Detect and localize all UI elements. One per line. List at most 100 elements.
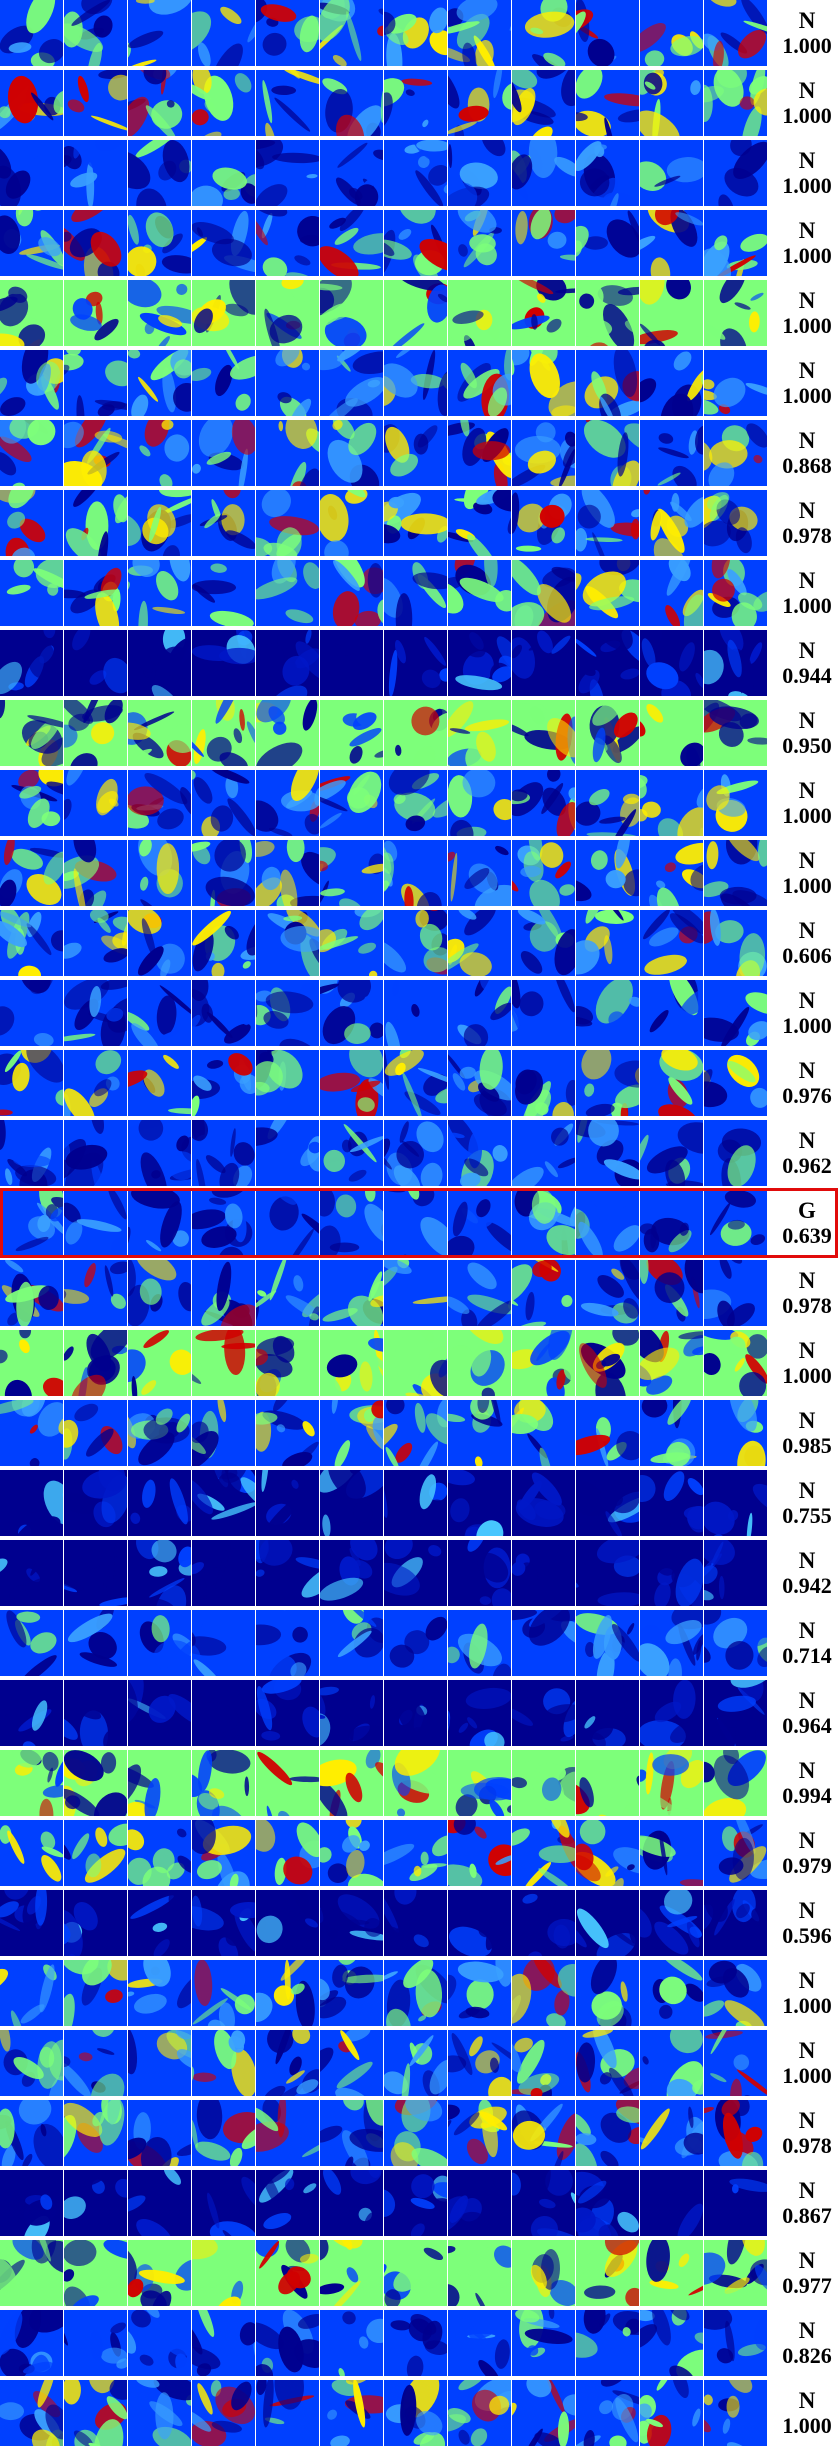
- heatmap-tile: [64, 2380, 128, 2446]
- heatmap-tile: [704, 70, 768, 136]
- heatmap-tile: [192, 1050, 256, 1116]
- heatmap-tile: [256, 1330, 320, 1396]
- heatmap-tile: [448, 1750, 512, 1816]
- heatmap-tile: [512, 910, 576, 976]
- heatmap-tile: [192, 1260, 256, 1326]
- heatmap-tile: [64, 2030, 128, 2096]
- heatmap-tile: [512, 840, 576, 906]
- tile-strip: [0, 1190, 770, 1256]
- heatmap-tile: [384, 1680, 448, 1746]
- heatmap-tile: [192, 1400, 256, 1466]
- heatmap-tile: [0, 350, 64, 416]
- heatmap-tile: [448, 210, 512, 276]
- heatmap-tile: [128, 280, 192, 346]
- class-letter: N: [798, 2318, 816, 2344]
- heatmap-tile: [256, 1890, 320, 1956]
- tile-strip: [0, 1260, 770, 1326]
- heatmap-tile: [64, 1050, 128, 1116]
- heatmap-tile: [64, 840, 128, 906]
- heatmap-tile: [64, 1260, 128, 1326]
- heatmap-tile: [256, 1610, 320, 1676]
- class-letter: N: [798, 2388, 816, 2414]
- heatmap-tile: [512, 1470, 576, 1536]
- heatmap-tile: [704, 1610, 768, 1676]
- heatmap-tile: [576, 770, 640, 836]
- heatmap-tile: [448, 1680, 512, 1746]
- heatmap-tile: [320, 1120, 384, 1186]
- heatmap-tile: [192, 2030, 256, 2096]
- heatmap-tile: [704, 700, 768, 766]
- heatmap-tile: [640, 840, 704, 906]
- heatmap-tile: [640, 70, 704, 136]
- heatmap-row: N 1.000: [0, 770, 838, 836]
- heatmap-tile: [512, 2240, 576, 2306]
- heatmap-tile: [320, 210, 384, 276]
- heatmap-tile: [384, 1050, 448, 1116]
- class-letter: N: [798, 778, 816, 804]
- heatmap-tile: [640, 1400, 704, 1466]
- heatmap-tile: [704, 1190, 768, 1256]
- heatmap-row: N 1.000: [0, 70, 838, 136]
- confidence-score: 1.000: [782, 172, 832, 198]
- heatmap-tile: [384, 350, 448, 416]
- heatmap-row: N 0.942: [0, 1540, 838, 1606]
- heatmap-tile: [576, 560, 640, 626]
- row-label: N 1.000: [776, 980, 838, 1046]
- heatmap-tile: [256, 1750, 320, 1816]
- heatmap-tile: [0, 2030, 64, 2096]
- heatmap-tile: [512, 350, 576, 416]
- tile-strip: [0, 1400, 770, 1466]
- heatmap-tile: [576, 210, 640, 276]
- heatmap-row: N 1.000: [0, 2380, 838, 2446]
- heatmap-tile: [448, 490, 512, 556]
- heatmap-tile: [128, 1680, 192, 1746]
- confidence-score: 1.000: [782, 1992, 832, 2018]
- tile-strip: [0, 2240, 770, 2306]
- heatmap-tile: [320, 1820, 384, 1886]
- heatmap-tile: [576, 1120, 640, 1186]
- class-letter: N: [798, 1478, 816, 1504]
- heatmap-tile: [448, 2030, 512, 2096]
- tile-strip: [0, 2030, 770, 2096]
- heatmap-tile: [64, 1400, 128, 1466]
- heatmap-tile: [320, 1610, 384, 1676]
- class-letter: N: [798, 288, 816, 314]
- class-letter: N: [798, 568, 816, 594]
- heatmap-tile: [192, 1890, 256, 1956]
- heatmap-row: N 0.755: [0, 1470, 838, 1536]
- tile-strip: [0, 1890, 770, 1956]
- heatmap-tile: [448, 840, 512, 906]
- heatmap-tile: [256, 280, 320, 346]
- class-letter: N: [798, 848, 816, 874]
- heatmap-tile: [128, 2310, 192, 2376]
- class-letter: N: [798, 708, 816, 734]
- heatmap-tile: [384, 1610, 448, 1676]
- row-label: N 0.964: [776, 1680, 838, 1746]
- confidence-score: 0.714: [782, 1642, 832, 1668]
- heatmap-tile: [256, 350, 320, 416]
- heatmap-tile: [0, 2310, 64, 2376]
- heatmap-tile: [704, 140, 768, 206]
- heatmap-tile: [640, 1820, 704, 1886]
- heatmap-tile: [448, 1050, 512, 1116]
- heatmap-row: N 0.868: [0, 420, 838, 486]
- heatmap-tile: [320, 490, 384, 556]
- heatmap-tile: [192, 140, 256, 206]
- heatmap-tile: [192, 1470, 256, 1536]
- heatmap-tile: [576, 490, 640, 556]
- class-letter: N: [798, 2248, 816, 2274]
- heatmap-row: N 1.000: [0, 350, 838, 416]
- class-letter: N: [798, 1408, 816, 1434]
- heatmap-tile: [640, 980, 704, 1046]
- confidence-score: 1.000: [782, 872, 832, 898]
- heatmap-tile: [0, 1820, 64, 1886]
- tile-strip: [0, 0, 770, 66]
- heatmap-tile: [0, 2380, 64, 2446]
- heatmap-tile: [256, 1190, 320, 1256]
- confidence-score: 0.606: [782, 942, 832, 968]
- heatmap-tile: [256, 770, 320, 836]
- confidence-score: 1.000: [782, 802, 832, 828]
- confidence-score: 0.976: [782, 1082, 832, 1108]
- heatmap-tile: [640, 1330, 704, 1396]
- confidence-score: 0.596: [782, 1922, 832, 1948]
